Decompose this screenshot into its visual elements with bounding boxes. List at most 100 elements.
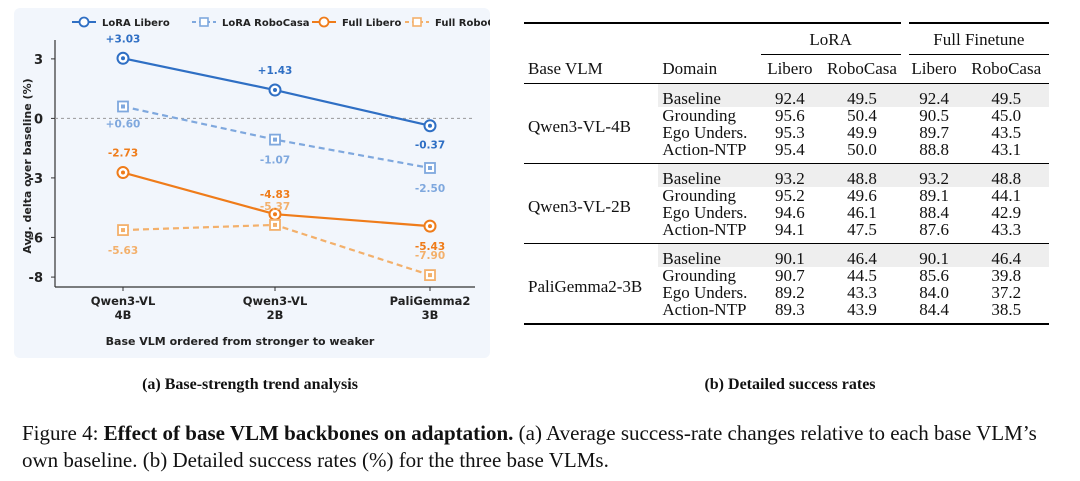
domain-cell: Action-NTP	[662, 140, 747, 159]
value-cell: 37.2	[991, 283, 1022, 302]
value-cell: 94.6	[774, 203, 805, 222]
results-table: LoRA Full Finetune Base VLM Domain Libero Rob…	[524, 22, 1049, 325]
header-row-groups: LoRA Full Finetune	[524, 22, 1049, 55]
data-label: -5.43	[415, 241, 445, 253]
value-cell: 95.2	[774, 186, 805, 205]
base-vlm-cell: PaliGemma2-3B	[524, 243, 659, 325]
value-cell: 89.7	[919, 123, 949, 142]
value-cell: 42.9	[991, 203, 1022, 222]
figure-caption-text: (a) Average success-rate changes relativ…	[22, 421, 1037, 472]
value-cell: 89.2	[774, 283, 805, 302]
value-cell: 49.5	[963, 83, 1049, 107]
x-axis-label: Base VLM ordered from stronger to weaker	[106, 335, 375, 348]
header-row-columns: Base VLM Domain Libero RoboCasa Libero RoboCa…	[524, 55, 1049, 84]
domain-cell: Grounding	[662, 266, 737, 285]
y-tick-label: 0	[34, 112, 43, 127]
value-cell: 93.2	[760, 163, 820, 187]
value-cell: 92.4	[904, 83, 964, 107]
data-point-center	[121, 228, 125, 233]
value-cell: 38.5	[963, 301, 1049, 325]
data-label: -2.50	[415, 183, 445, 195]
data-point-center	[121, 56, 125, 61]
table-row: Qwen3-VL-2B Baseline 93.2 48.8 93.2 48.8	[524, 163, 1049, 244]
data-label: -4.83	[260, 189, 290, 201]
data-label: -2.73	[108, 148, 138, 160]
header-lora: LoRA	[760, 22, 905, 55]
success-rate-table: LoRA Full Finetune Base VLM Domain Libero Rob…	[524, 22, 1049, 325]
data-point-center	[428, 165, 432, 170]
value-cell: 43.3	[991, 220, 1022, 239]
table-row: Qwen3-VL-4B Baseline 92.4 49.5 92.4 49.5	[524, 83, 1049, 164]
value-cell: 50.4	[847, 106, 877, 125]
base-vlm-cell: Qwen3-VL-4B	[524, 83, 659, 164]
table-row: Action-NTP 95.4 50.0 88.8 43.1	[524, 141, 1049, 164]
value-cell: 88.4	[919, 203, 949, 222]
domain-cell: Grounding	[662, 106, 737, 125]
y-tick-label: -3	[29, 172, 43, 187]
data-point-center	[273, 88, 277, 93]
value-cell: 49.5	[819, 83, 905, 107]
legend-marker	[78, 16, 90, 28]
value-cell: 47.5	[847, 220, 877, 239]
legend-entry: Full Libero	[342, 18, 401, 29]
column-header: Libero	[911, 59, 957, 78]
legend-marker	[412, 17, 422, 27]
value-cell: 89.3	[760, 301, 820, 325]
value-cell: 88.8	[919, 140, 949, 159]
value-cell: 43.3	[847, 283, 877, 302]
domain-cell: Baseline	[658, 83, 761, 107]
data-label: -7.90	[415, 250, 445, 262]
value-cell: 39.8	[991, 266, 1022, 285]
legend-entry: LoRA Libero	[102, 18, 170, 29]
header-blank	[658, 22, 761, 55]
value-cell: 92.4	[760, 83, 820, 107]
value-cell: 48.8	[963, 163, 1049, 187]
value-cell: 84.0	[919, 283, 949, 302]
table-row: Grounding 90.7 44.5 85.6 39.8	[524, 267, 1049, 284]
domain-cell: Ego Unders.	[662, 283, 748, 302]
value-cell: 93.2	[904, 163, 964, 187]
value-cell: 46.4	[963, 243, 1049, 267]
value-cell: 48.8	[819, 163, 905, 187]
value-cell: 95.6	[774, 106, 805, 125]
x-tick-label: Qwen3-VL	[91, 294, 156, 308]
figure-caption-title: Effect of base VLM backbones on adaptati…	[103, 421, 514, 445]
value-cell: 90.1	[904, 243, 964, 267]
column-header: Base VLM	[528, 58, 603, 78]
figure-caption-prefix: Figure 4:	[22, 421, 104, 445]
table-row: Ego Unders. 94.6 46.1 88.4 42.9	[524, 204, 1049, 221]
data-point-center	[273, 222, 277, 227]
legend-entry: Full RoboCasa	[435, 18, 490, 29]
y-axis-label: Avg. delta over baseline (%)	[21, 78, 34, 253]
base-vlm-cell: Qwen3-VL-2B	[524, 163, 659, 244]
value-cell: 89.1	[919, 186, 949, 205]
data-label: -5.63	[108, 245, 138, 257]
x-tick-label: Qwen3-VL	[243, 294, 308, 308]
value-cell: 45.0	[991, 106, 1022, 125]
value-cell: 46.1	[847, 203, 877, 222]
table-row: Ego Unders. 95.3 49.9 89.7 43.5	[524, 124, 1049, 141]
value-cell: 49.9	[847, 123, 877, 142]
value-cell: 49.6	[847, 186, 877, 205]
value-cell: 85.6	[919, 266, 949, 285]
value-cell: 43.5	[991, 123, 1022, 142]
data-label: +1.43	[258, 65, 293, 77]
legend-marker	[318, 16, 330, 28]
value-cell: 44.5	[847, 266, 877, 285]
domain-cell: Ego Unders.	[662, 203, 748, 222]
y-tick-label: -6	[29, 231, 43, 246]
value-cell: 94.1	[774, 220, 805, 239]
data-point-center	[273, 212, 277, 217]
value-cell: 50.0	[847, 140, 877, 159]
domain-cell: Grounding	[662, 186, 737, 205]
table-row: PaliGemma2-3B Baseline 90.1 46.4 90.1 46.4	[524, 243, 1049, 325]
legend-marker	[199, 17, 209, 27]
data-point-center	[121, 104, 125, 109]
table-row: Grounding 95.6 50.4 90.5 45.0	[524, 107, 1049, 124]
data-label: -5.37	[260, 201, 290, 213]
figure-caption: Figure 4: Effect of base VLM backbones o…	[22, 420, 1072, 474]
value-cell: 43.9	[819, 301, 905, 325]
data-label: -0.37	[415, 140, 445, 152]
domain-cell: Baseline	[658, 163, 761, 187]
value-cell: 44.1	[991, 186, 1022, 205]
